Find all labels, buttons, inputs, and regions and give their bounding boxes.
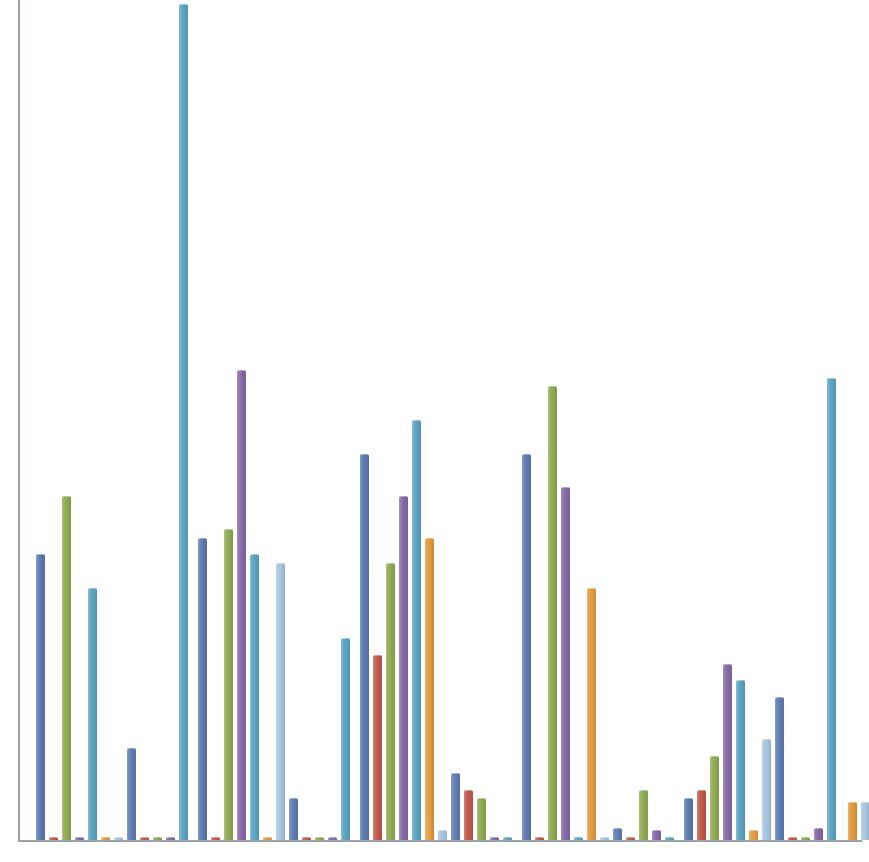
- bar: [153, 837, 162, 840]
- bar: [166, 837, 175, 840]
- bar: [574, 837, 583, 840]
- bar-trailing: [861, 802, 869, 840]
- bar: [399, 496, 408, 840]
- bar: [438, 830, 447, 840]
- bar: [36, 554, 45, 840]
- bar: [211, 837, 220, 840]
- bar: [710, 756, 719, 840]
- chart-container: [0, 0, 869, 862]
- bar: [827, 378, 836, 840]
- bar: [360, 454, 369, 840]
- bar: [639, 790, 648, 840]
- bar: [250, 554, 259, 840]
- bar: [723, 664, 732, 840]
- bar: [289, 798, 298, 840]
- bar: [49, 837, 58, 840]
- bar: [522, 454, 531, 840]
- bar: [665, 837, 674, 840]
- bar: [75, 837, 84, 840]
- bar: [775, 697, 784, 840]
- bar: [386, 563, 395, 840]
- bar: [464, 790, 473, 840]
- bar: [600, 837, 609, 840]
- bar: [548, 386, 557, 840]
- bar: [127, 748, 136, 840]
- bar: [801, 837, 810, 840]
- bar: [412, 420, 421, 840]
- bar: [114, 837, 123, 840]
- bar: [587, 588, 596, 840]
- bar: [276, 563, 285, 840]
- bar: [263, 837, 272, 840]
- bar: [697, 790, 706, 840]
- plot-area: [18, 0, 862, 842]
- bar: [237, 370, 246, 840]
- bar: [373, 655, 382, 840]
- bar: [749, 830, 758, 840]
- bar: [503, 837, 512, 840]
- bar: [814, 828, 823, 840]
- bar: [490, 837, 499, 840]
- bar: [451, 773, 460, 840]
- bar: [425, 538, 434, 840]
- bar: [302, 837, 311, 840]
- bar: [179, 4, 188, 840]
- bar: [477, 798, 486, 840]
- bar: [535, 837, 544, 840]
- bar: [684, 798, 693, 840]
- bar: [101, 837, 110, 840]
- bar: [224, 529, 233, 840]
- bar: [328, 837, 337, 840]
- bar: [626, 837, 635, 840]
- bar: [315, 837, 324, 840]
- bar: [788, 837, 797, 840]
- bar: [613, 828, 622, 840]
- bar: [762, 739, 771, 840]
- bar: [62, 496, 71, 840]
- bar: [736, 680, 745, 840]
- bar-trailing: [848, 802, 857, 840]
- bar: [341, 638, 350, 840]
- bar: [140, 837, 149, 840]
- bar: [652, 830, 661, 840]
- bar: [198, 538, 207, 840]
- bar: [561, 487, 570, 840]
- bar: [88, 588, 97, 840]
